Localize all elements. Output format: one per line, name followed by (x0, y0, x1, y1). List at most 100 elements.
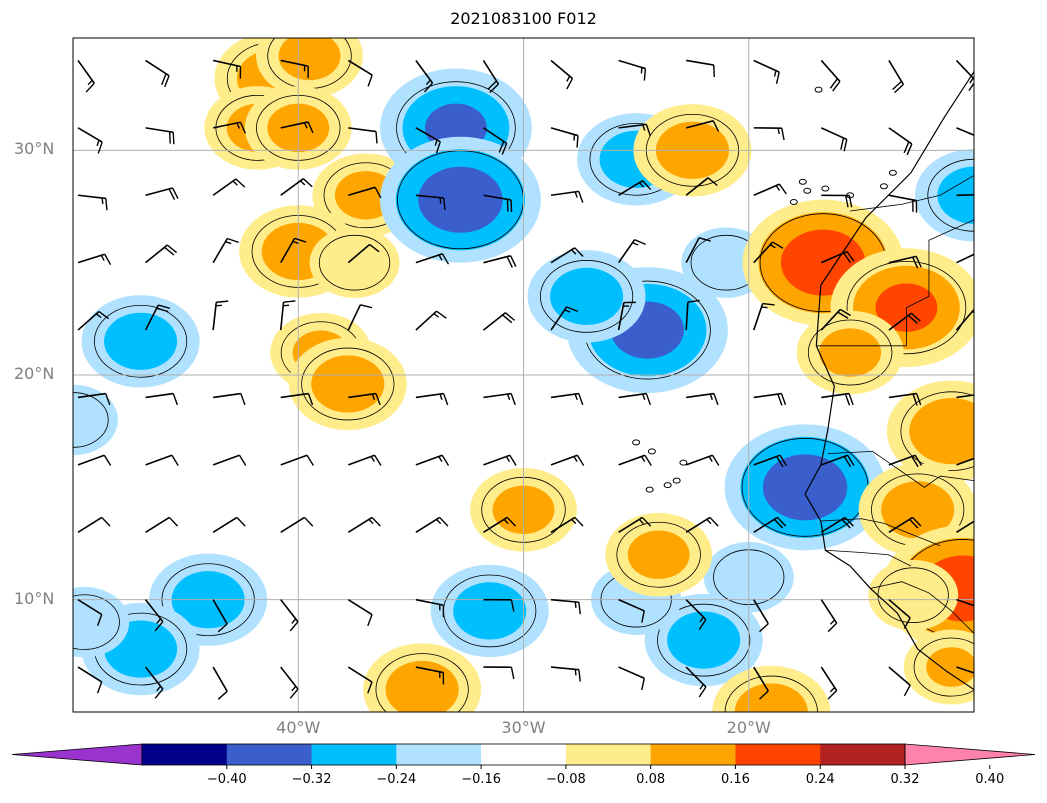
wind-barb (145, 516, 179, 533)
wind-barb (956, 666, 974, 674)
colorbar-tick-label: 0.08 (636, 772, 666, 787)
shade-level (385, 660, 459, 712)
wind-barb (821, 250, 855, 264)
colorbar-tick-label: 0.32 (890, 772, 920, 787)
wind-barb (888, 666, 911, 697)
contour-line (73, 392, 109, 448)
wind-barb (415, 454, 450, 466)
colorbar (11, 743, 1036, 769)
wind-barb (888, 60, 905, 94)
wind-barb (348, 454, 382, 466)
wind-barb (280, 178, 313, 196)
wind-barb (618, 516, 652, 533)
wind-barb (753, 59, 780, 84)
wind-barb (956, 194, 974, 197)
colorbar-segment (226, 744, 313, 765)
longitude-label: 30°W (501, 718, 546, 737)
wind-barb (77, 194, 108, 211)
wind-barb (347, 304, 373, 331)
wind-barb (77, 454, 112, 466)
vorticity-feature (903, 629, 974, 705)
wind-barb (212, 59, 242, 79)
wind-barb (212, 237, 239, 264)
wind-barb (280, 516, 314, 533)
wind-barb (617, 301, 636, 331)
contour-line (93, 304, 188, 378)
wind-barb (618, 598, 645, 623)
wind-barb (280, 454, 314, 466)
wind-barb (550, 59, 574, 90)
wind-barb (145, 244, 178, 264)
latitude-label: 10°N (14, 588, 55, 608)
shade-level (667, 611, 741, 669)
vorticity-feature (81, 295, 200, 388)
wind-barb (212, 178, 246, 196)
wind-barb (753, 241, 784, 264)
wind-barb (145, 59, 170, 88)
country-border (825, 549, 912, 567)
wind-barb (415, 127, 441, 154)
colorbar-segment (565, 744, 652, 765)
wind-barb (956, 520, 974, 533)
wind-barb (482, 312, 516, 331)
shade-level (881, 481, 955, 539)
wind-barb (685, 237, 711, 264)
wind-barb (483, 254, 517, 268)
wind-barb (280, 121, 314, 134)
vorticity-shading (73, 38, 974, 712)
wind-barb (820, 59, 841, 92)
wind-barb (212, 121, 246, 134)
wind-barb (415, 666, 445, 685)
wind-barb (348, 392, 381, 406)
wind-barb (280, 59, 309, 79)
contour-line (73, 594, 120, 650)
vorticity-feature (256, 38, 363, 98)
vorticity-feature (288, 337, 407, 431)
wind-barb (77, 516, 111, 533)
colorbar-segment (735, 744, 821, 765)
vorticity-feature (886, 380, 974, 482)
shade-level (73, 586, 130, 658)
vorticity-feature (73, 586, 130, 658)
island-outline (789, 199, 798, 206)
vorticity-feature (605, 512, 713, 597)
wind-barb (550, 666, 581, 682)
shade-level (73, 384, 118, 456)
wind-barb (956, 457, 974, 466)
wind-barb (618, 392, 652, 406)
wind-barb (618, 59, 647, 81)
island-outline (798, 178, 807, 185)
wind-barb (618, 180, 652, 196)
wind-barb (280, 237, 307, 264)
wind-barb (888, 516, 922, 533)
contour-line (807, 319, 893, 386)
colorbar-segment (481, 744, 567, 765)
wind-barb (820, 127, 848, 152)
wind-barb (753, 599, 769, 633)
wind-barb (347, 598, 373, 627)
wind-barb (483, 454, 517, 466)
wind-barb (685, 299, 700, 331)
wind-barb (415, 516, 449, 533)
shade-level (627, 530, 690, 579)
wind-barb (550, 516, 584, 533)
colorbar-tick-label: 0.24 (805, 772, 835, 787)
wind-barb (145, 127, 175, 145)
island-outline (645, 486, 654, 493)
colorbar-segment (142, 744, 228, 765)
contour-line (616, 521, 701, 588)
wind-barb (618, 666, 645, 691)
longitude-label: 40°W (276, 718, 321, 737)
wind-barb (212, 599, 228, 633)
vorticity-feature (527, 250, 646, 343)
wind-barb (144, 599, 164, 632)
wind-barb (888, 127, 913, 156)
wind-barb (753, 392, 787, 406)
wind-barb (77, 598, 103, 627)
country-border (816, 219, 974, 347)
wind-barb (279, 300, 296, 331)
wind-barb (483, 516, 516, 533)
shade-level (909, 398, 974, 465)
colorbar-tick-label: 0.16 (720, 772, 750, 787)
